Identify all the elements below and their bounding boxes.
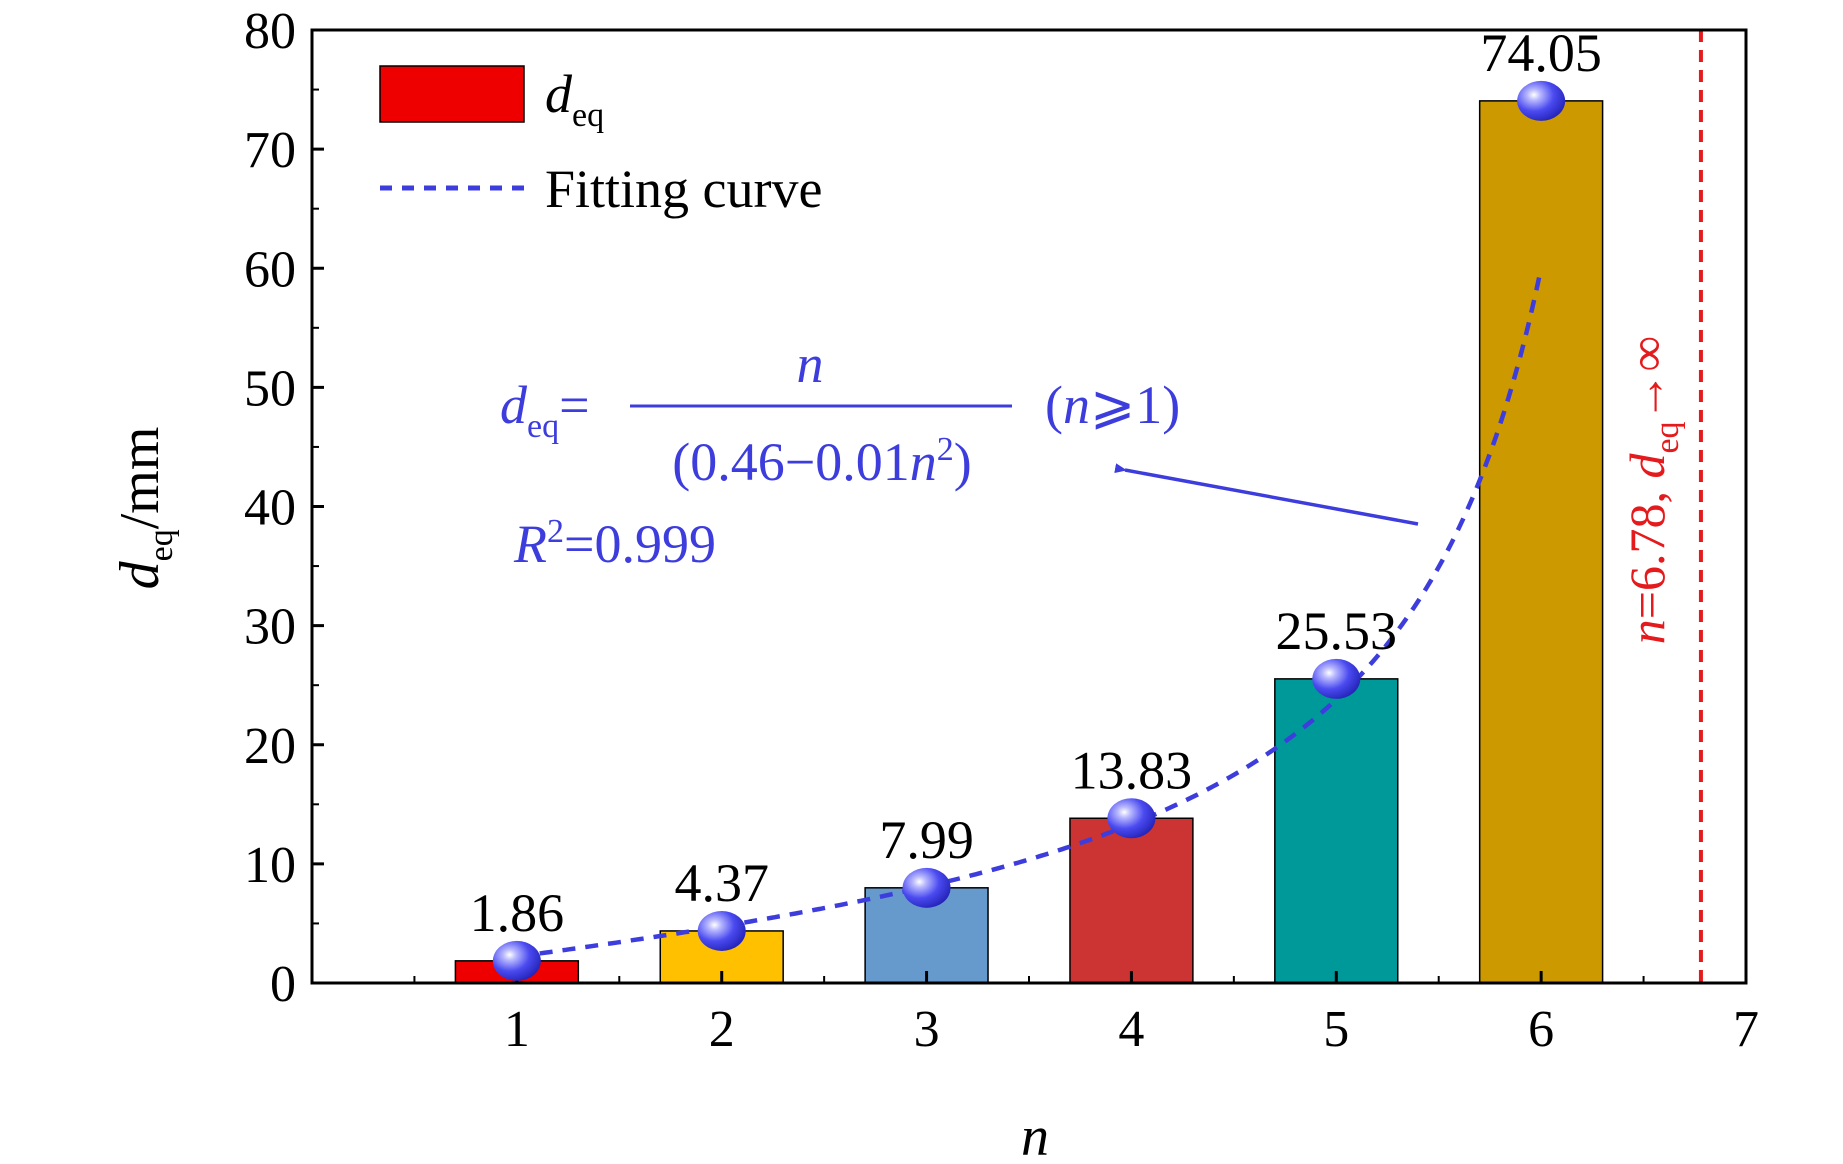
data-point-2: [697, 910, 746, 951]
bars-group: [454, 100, 1604, 984]
fit-equation-denominator: (0.46−0.01n2): [672, 431, 971, 492]
bar-value-label-1: 1.86: [470, 883, 565, 943]
asymptote-label: n=6.78, deq→∞: [1619, 336, 1686, 644]
fit-r-squared: R2=0.999: [513, 513, 716, 574]
x-tick-label: 2: [709, 1001, 735, 1058]
x-tick-label: 3: [914, 1001, 940, 1058]
y-tick-label: 0: [270, 956, 296, 1013]
bar-value-label-4: 13.83: [1071, 740, 1193, 800]
data-point-6: [1517, 80, 1566, 121]
legend-bar-label: deq: [545, 64, 604, 134]
y-axis-title: deq/mm: [109, 427, 180, 590]
y-tick-label: 50: [244, 360, 296, 417]
legend-curve-label: Fitting curve: [545, 159, 822, 219]
data-point-1: [492, 940, 541, 981]
fit-equation-lhs: deq=: [500, 375, 590, 445]
bar-value-label-3: 7.99: [879, 810, 974, 870]
legend: deq Fitting curve: [379, 64, 822, 219]
bar-6: [1478, 100, 1604, 984]
x-axis-title: n: [1021, 1106, 1049, 1164]
fit-equation-condition: (n⩾1): [1045, 375, 1180, 435]
y-tick-label: 10: [244, 837, 296, 894]
bar-value-label-2: 4.37: [674, 853, 769, 913]
data-point-5: [1312, 658, 1361, 699]
x-axis-ticks: 1 2 3 4 5 6 7: [413, 971, 1759, 1058]
x-tick-label: 1: [504, 1001, 530, 1058]
y-tick-label: 80: [244, 3, 296, 60]
data-points-group: [492, 80, 1566, 981]
fitting-curve-group: [516, 267, 1544, 959]
bar-5: [1274, 678, 1399, 984]
x-tick-label: 7: [1733, 1001, 1759, 1058]
y-tick-label: 60: [244, 241, 296, 298]
y-tick-label: 20: [244, 718, 296, 775]
bar-value-label-6: 74.05: [1480, 23, 1602, 83]
x-tick-label: 4: [1118, 1001, 1144, 1058]
data-point-4: [1107, 798, 1156, 839]
bar-4: [1069, 817, 1194, 984]
fit-equation: deq= n (0.46−0.01n2) (n⩾1) R2=0.999: [500, 334, 1419, 574]
y-tick-label: 30: [244, 599, 296, 656]
bar-labels-group: 1.86 4.37 7.99 13.83 25.53 74.05: [470, 23, 1602, 943]
fit-equation-numerator: n: [797, 334, 824, 394]
fit-annotation-arrow: [1114, 463, 1419, 526]
fitting-curve: [516, 267, 1544, 959]
x-tick-label: 6: [1528, 1001, 1554, 1058]
data-point-3: [902, 867, 951, 908]
y-tick-label: 40: [244, 480, 296, 537]
legend-bar-swatch: [379, 65, 525, 123]
y-tick-label: 70: [244, 122, 296, 179]
bar-value-label-5: 25.53: [1276, 601, 1398, 661]
x-tick-label: 5: [1323, 1001, 1349, 1058]
y-axis-ticks: 0 10 20 30 40 50 60 70 80: [244, 3, 324, 1013]
